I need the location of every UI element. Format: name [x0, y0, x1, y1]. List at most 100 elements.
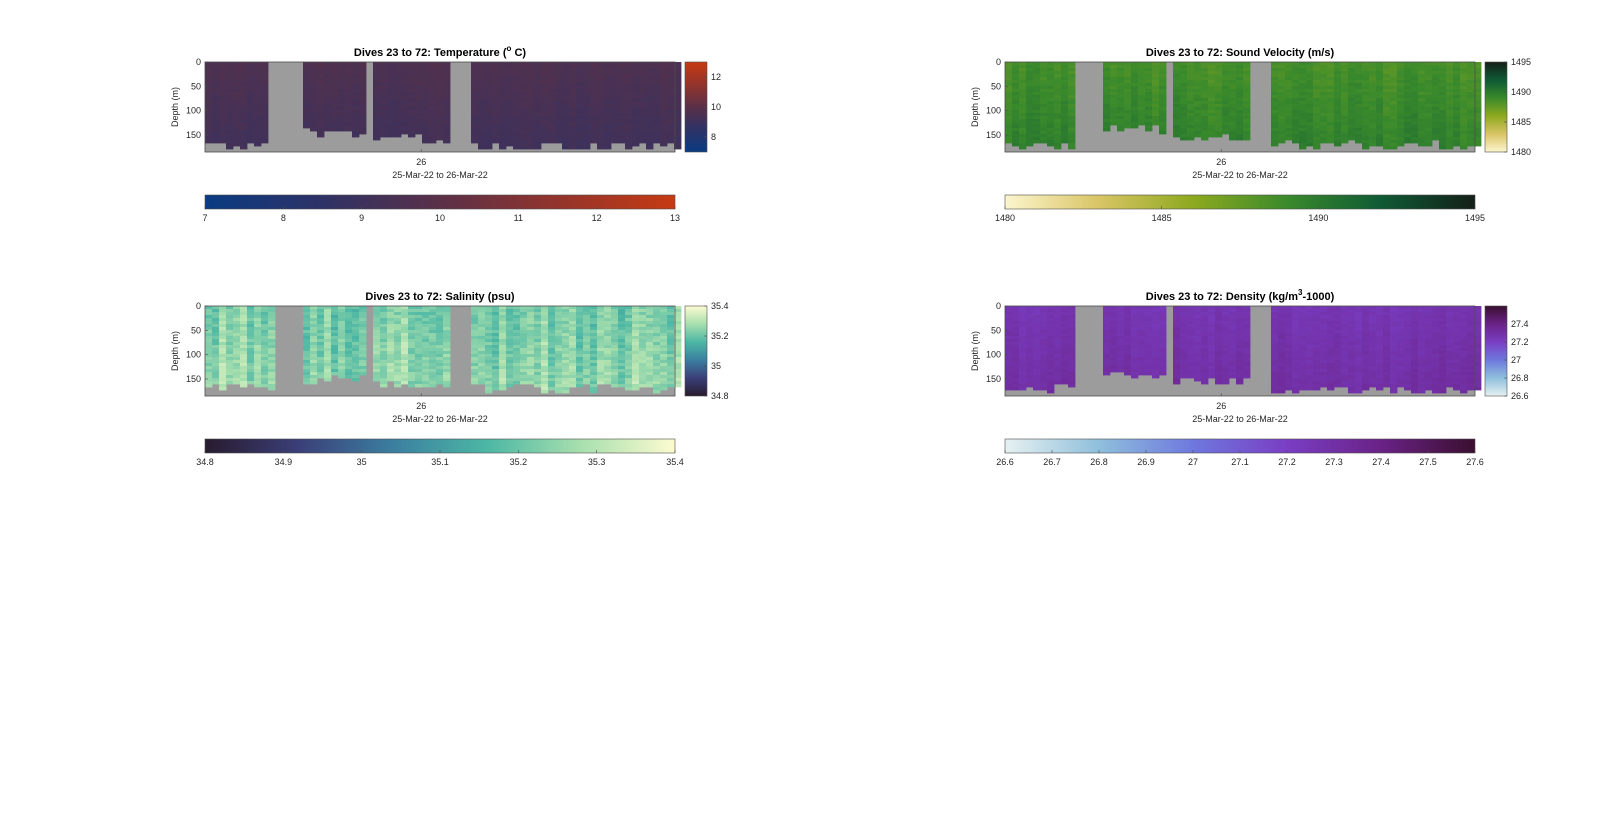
heatmap-cell	[1180, 122, 1188, 126]
heatmap-cell	[590, 333, 598, 337]
heatmap-cell	[226, 324, 234, 328]
heatmap-cell	[1222, 119, 1230, 123]
heatmap-cell	[422, 318, 430, 322]
heatmap-cell	[205, 309, 213, 313]
heatmap-cell	[387, 339, 395, 343]
heatmap-cell	[520, 125, 528, 129]
heatmap-cell	[1355, 104, 1363, 108]
heatmap-cell	[387, 327, 395, 331]
heatmap-cell	[1355, 134, 1363, 138]
heatmap-cell	[639, 351, 647, 355]
heatmap-cell	[485, 98, 493, 102]
heatmap-cell	[478, 324, 486, 328]
heatmap-cell	[576, 315, 584, 319]
heatmap-cell	[1453, 68, 1461, 72]
heatmap-cell	[352, 321, 360, 325]
x-axis-label: 25-Mar-22 to 26-Mar-22	[392, 170, 488, 180]
heatmap-cell	[576, 318, 584, 322]
heatmap-cell	[240, 345, 248, 349]
heatmap-cell	[569, 342, 577, 346]
heatmap-cell	[373, 339, 381, 343]
heatmap-cell	[625, 92, 633, 96]
heatmap-cell	[492, 131, 500, 135]
heatmap-cell	[1341, 104, 1349, 108]
heatmap-cell	[219, 339, 227, 343]
heatmap-cell	[429, 92, 437, 96]
heatmap-cell	[240, 357, 248, 361]
heatmap-cell	[1341, 89, 1349, 93]
heatmap-cell	[1411, 86, 1419, 90]
heatmap-cell	[1334, 83, 1342, 87]
heatmap-cell	[625, 369, 633, 373]
chart-title: Dives 23 to 72: Sound Velocity (m/s)	[1146, 47, 1335, 59]
heatmap-cell	[1187, 101, 1195, 105]
heatmap-cell	[261, 381, 269, 385]
heatmap-cell	[324, 339, 332, 343]
heatmap-cell	[1327, 122, 1335, 126]
heatmap-cell	[254, 312, 262, 316]
heatmap-cell	[324, 336, 332, 340]
heatmap-cell	[1054, 107, 1062, 111]
heatmap-cell	[415, 122, 423, 126]
heatmap-cell	[1201, 98, 1209, 102]
heatmap-cell	[1194, 62, 1202, 66]
heatmap-cell	[1306, 92, 1314, 96]
heatmap-cell	[1306, 116, 1314, 120]
heatmap-cell	[506, 315, 514, 319]
heatmap-cell	[373, 330, 381, 334]
heatmap-cell	[345, 375, 353, 379]
heatmap-cell	[247, 101, 255, 105]
heatmap-cell	[513, 360, 521, 364]
heatmap-cell	[380, 348, 388, 352]
heatmap-cell	[1124, 83, 1132, 87]
heatmap-cell	[597, 369, 605, 373]
heatmap-cell	[1278, 77, 1286, 81]
heatmap-cell	[212, 342, 220, 346]
heatmap-cell	[205, 65, 213, 69]
heatmap-cell	[1012, 83, 1020, 87]
heatmap-cell	[618, 110, 626, 114]
heatmap-cell	[541, 131, 549, 135]
heatmap-cell	[534, 348, 542, 352]
heatmap-cell	[1068, 137, 1076, 141]
heatmap-cell	[212, 354, 220, 358]
heatmap-cell	[1243, 83, 1251, 87]
heatmap-cell	[1138, 68, 1146, 72]
heatmap-cell	[590, 366, 598, 370]
heatmap-cell	[254, 339, 262, 343]
heatmap-cell	[1103, 71, 1111, 75]
heatmap-cell	[1180, 116, 1188, 120]
heatmap-cell	[499, 351, 507, 355]
heatmap-cell	[534, 98, 542, 102]
heatmap-cell	[590, 110, 598, 114]
heatmap-cell	[1369, 137, 1377, 141]
heatmap-cell	[1425, 68, 1433, 72]
heatmap-cell	[590, 119, 598, 123]
heatmap-cell	[1467, 86, 1475, 90]
heatmap-cell	[1117, 104, 1125, 108]
heatmap-cell	[590, 125, 598, 129]
heatmap-cell	[1145, 95, 1153, 99]
heatmap-cell	[1418, 65, 1426, 69]
heatmap-cell	[429, 134, 437, 138]
heatmap-cell	[1236, 83, 1244, 87]
heatmap-cell	[520, 375, 528, 379]
heatmap-cell	[541, 89, 549, 93]
heatmap-cell	[212, 327, 220, 331]
heatmap-cell	[639, 384, 647, 388]
heatmap-cell	[1019, 318, 1027, 322]
heatmap-cell	[1292, 62, 1300, 66]
heatmap-cell	[261, 119, 269, 123]
heatmap-cell	[513, 125, 521, 129]
heatmap-cell	[660, 137, 668, 141]
heatmap-cell	[1404, 131, 1412, 135]
heatmap-cell	[380, 372, 388, 376]
heatmap-cell	[436, 309, 444, 313]
heatmap-cell	[611, 342, 619, 346]
heatmap-cell	[485, 101, 493, 105]
heatmap-cell	[380, 71, 388, 75]
heatmap-cell	[1278, 89, 1286, 93]
heatmap-cell	[359, 366, 367, 370]
heatmap-cell	[408, 345, 416, 349]
heatmap-cell	[380, 342, 388, 346]
